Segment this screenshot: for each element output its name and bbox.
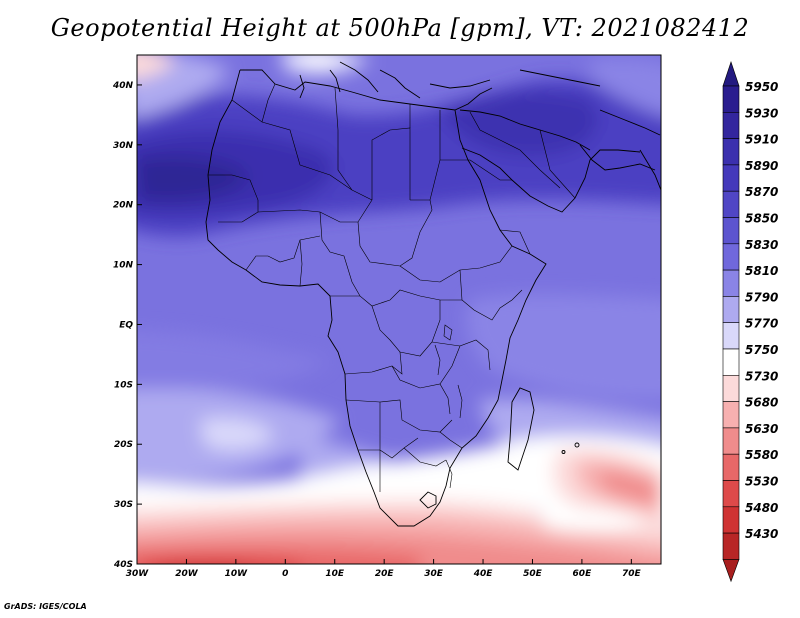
colorbar-swatch — [722, 427, 740, 455]
lat-tick-label: 30S — [114, 500, 133, 510]
lon-tick-label: 30W — [126, 569, 150, 579]
lat-tick-label: 10N — [113, 261, 134, 271]
colorbar-label: 5810 — [745, 264, 778, 278]
colorbar-label: 5750 — [745, 343, 778, 357]
colorbar-swatch — [722, 480, 740, 508]
grads-credit: GrADS: IGES/COLA — [4, 602, 87, 611]
colorbar-label: 5790 — [745, 290, 778, 304]
height-field — [137, 55, 661, 564]
lon-tick-label: 10E — [325, 569, 345, 579]
lon-tick-label: 10W — [225, 569, 249, 579]
colorbar-swatch — [722, 453, 740, 481]
lat-tick-label: EQ — [119, 320, 133, 330]
lon-tick-label: 50E — [523, 569, 543, 579]
lat-tick-label: 20N — [113, 201, 134, 211]
colorbar-swatch — [722, 190, 740, 218]
lat-tick-label: 20S — [114, 440, 133, 450]
colorbar-label: 5910 — [745, 133, 778, 147]
lat-tick-label: 40S — [113, 560, 133, 570]
colorbar-label: 5930 — [745, 106, 778, 120]
plot-frame — [136, 54, 662, 565]
lon-tick-label: 70E — [622, 569, 642, 579]
colorbar-label: 5950 — [745, 80, 778, 94]
colorbar-swatch — [722, 296, 740, 323]
colorbar-swatch — [722, 164, 740, 192]
lat-tick-label: 10S — [114, 380, 133, 390]
lon-tick-label: 30E — [424, 569, 444, 579]
colorbar-label: 5480 — [745, 501, 778, 515]
lon-tick-label: 40E — [473, 569, 494, 579]
lon-tick-label: 60E — [573, 569, 593, 579]
colorbar-label: 5870 — [745, 185, 778, 199]
colorbar-swatch — [722, 85, 740, 113]
colorbar-label: 5850 — [745, 212, 778, 226]
colorbar-bottom-arrow — [722, 559, 740, 583]
country-borders — [208, 83, 576, 492]
colorbar-swatch — [722, 532, 740, 560]
lon-tick-label: 20E — [375, 569, 395, 579]
colorbar-swatch — [722, 243, 740, 271]
colorbar-label: 5890 — [745, 159, 778, 173]
colorbar-label: 5770 — [745, 317, 778, 331]
coastline-borders — [205, 61, 661, 527]
colorbar-label: 5830 — [745, 238, 778, 252]
lat-tick-label: 40N — [112, 81, 134, 91]
colorbar-swatch — [722, 506, 740, 534]
colorbar-swatch — [722, 138, 740, 166]
lon-tick-label: 0 — [282, 569, 288, 579]
colorbar: 5950 5930 5910 5890 5870 5850 5830 5810 5790 5770… — [722, 61, 778, 583]
colorbar-swatch — [722, 401, 740, 429]
colorbar-label: 5430 — [745, 527, 778, 541]
colorbar-swatch — [722, 217, 740, 245]
colorbar-label: 5680 — [745, 396, 778, 410]
colorbar-label: 5580 — [745, 448, 778, 462]
lat-tick-label: 30N — [113, 141, 134, 151]
colorbar-swatch — [722, 322, 740, 350]
colorbar-top-arrow — [722, 61, 740, 87]
map-axes: 30W 20W 10W 0 10E 20E 30E 40E 50E 60E 70E 40N 30N 20N… — [112, 81, 642, 579]
map-title: Geopotential Height at 500hPa [gpm], VT:… — [50, 14, 750, 42]
colorbar-swatch — [722, 269, 740, 297]
colorbar-label: 5530 — [745, 475, 778, 489]
colorbar-swatch — [722, 112, 740, 139]
lon-tick-label: 20W — [175, 569, 199, 579]
colorbar-label: 5730 — [745, 369, 778, 383]
colorbar-label: 5630 — [745, 422, 778, 436]
colorbar-swatch — [722, 348, 740, 376]
colorbar-swatch — [722, 374, 740, 402]
